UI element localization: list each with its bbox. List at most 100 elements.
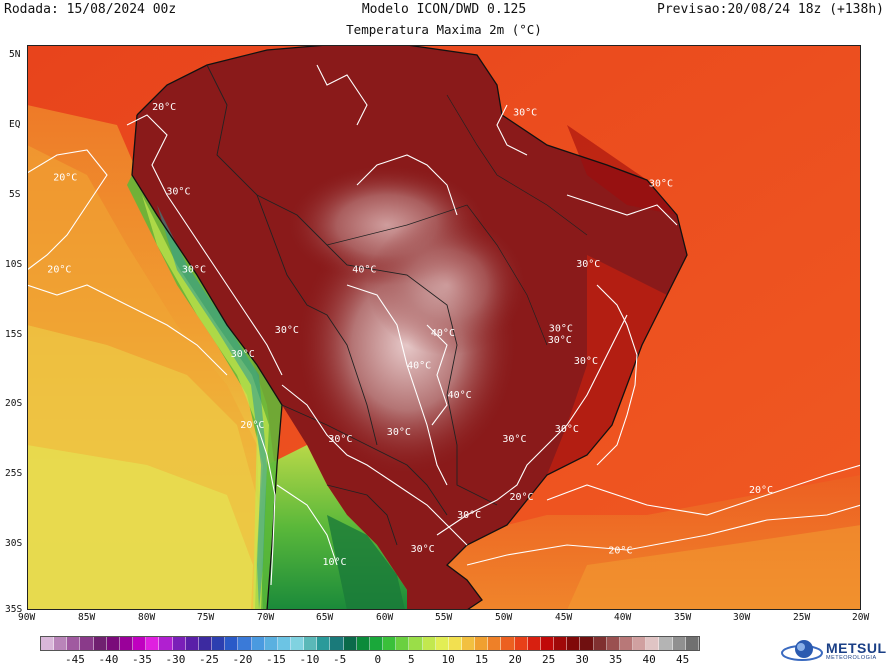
color-scale-label: -15 (266, 653, 286, 666)
color-scale-label: 30 (575, 653, 589, 666)
isotherm-label: 30°C (576, 259, 600, 270)
color-swatch (317, 637, 331, 650)
color-swatch (343, 637, 357, 650)
isotherm-label: 20°C (53, 173, 77, 184)
lat-label-5s: 5S (9, 189, 21, 200)
color-scale-bar (40, 636, 700, 651)
color-scale-label: 5 (408, 653, 415, 666)
color-swatch (225, 637, 239, 650)
color-swatch (567, 637, 581, 650)
color-swatch (369, 637, 384, 650)
isotherm-label: 30°C (231, 349, 255, 360)
color-swatch (619, 637, 634, 650)
model-title: Modelo ICON/DWD 0.125 (361, 2, 527, 17)
color-swatch (475, 637, 489, 650)
isotherm-label: 20°C (152, 102, 176, 113)
color-swatch (488, 637, 502, 650)
color-scale-label: 15 (475, 653, 489, 666)
color-swatch (264, 637, 278, 650)
color-swatch (633, 637, 647, 650)
lon-label-50w: 50W (495, 612, 513, 623)
isotherm-label: 20°C (510, 492, 534, 503)
color-swatch (304, 637, 318, 650)
lon-label-90w: 90W (18, 612, 36, 623)
color-scale-label: -30 (165, 653, 186, 666)
color-scale-label: 45 (676, 653, 690, 666)
isotherm-label: 20°C (749, 485, 773, 496)
color-swatch (580, 637, 594, 650)
forecast-time-label: Previsao:20/08/24 18z (+138h) (657, 2, 884, 17)
isotherm-label: 30°C (502, 434, 526, 445)
lon-label-40w: 40W (614, 612, 632, 623)
color-swatch (146, 637, 160, 650)
lon-label-70w: 70W (257, 612, 275, 623)
isotherm-label: 20°C (240, 420, 264, 431)
color-swatch (172, 637, 186, 650)
color-scale-label: 35 (609, 653, 623, 666)
lat-label-5n: 5N (9, 49, 21, 60)
color-swatch (185, 637, 199, 650)
color-swatch (106, 637, 120, 650)
color-swatch (238, 637, 252, 650)
color-swatch (606, 637, 620, 650)
logo-text: METSUL (826, 640, 887, 656)
metsul-logo-icon (781, 640, 823, 661)
color-swatch (527, 637, 541, 650)
color-scale-label: -45 (65, 653, 85, 666)
lon-label-55w: 55W (435, 612, 453, 623)
color-swatch (462, 637, 476, 650)
color-swatch (80, 637, 94, 650)
color-swatch (119, 637, 134, 650)
color-swatch (514, 637, 528, 650)
color-swatch (672, 637, 686, 650)
lat-label-eq: EQ (9, 119, 21, 130)
color-swatch (198, 637, 213, 650)
lat-label-25s: 25S (5, 468, 23, 479)
isotherm-label: 30°C (649, 178, 673, 189)
lon-label-45w: 45W (555, 612, 573, 623)
color-swatch (159, 637, 173, 650)
isotherm-label: 40°C (431, 328, 455, 339)
color-scale-label: -25 (199, 653, 219, 666)
isotherm-label: 30°C (457, 510, 481, 521)
color-swatch (422, 637, 436, 650)
color-swatch (396, 637, 410, 650)
color-scale-label: 10 (441, 653, 455, 666)
lon-label-75w: 75W (197, 612, 215, 623)
isotherm-label: 30°C (275, 325, 299, 336)
logo-subtext: METEOROLOGIA (826, 655, 877, 661)
color-scale-label: 25 (542, 653, 556, 666)
color-swatch (448, 637, 462, 650)
color-swatch (277, 637, 291, 650)
lon-label-85w: 85W (78, 612, 96, 623)
lon-label-35w: 35W (674, 612, 692, 623)
color-scale-label: -20 (232, 653, 253, 666)
color-scale-label: 20 (508, 653, 522, 666)
lon-label-65w: 65W (316, 612, 334, 623)
isotherm-label: 30°C (387, 427, 411, 438)
isotherm-label: 30°C (411, 544, 435, 555)
color-swatch (435, 637, 449, 650)
color-scale-label: 40 (642, 653, 656, 666)
lat-label-15s: 15S (5, 329, 23, 340)
lon-label-60w: 60W (376, 612, 394, 623)
isotherm-label: 20°C (47, 264, 71, 275)
lat-label-35s: 35S (5, 604, 23, 615)
color-scale-label: 0 (374, 653, 382, 666)
isotherm-label: 30°C (549, 324, 573, 335)
color-swatch (54, 637, 68, 650)
isotherm-label: 40°C (407, 361, 431, 372)
color-swatch (290, 637, 305, 650)
color-swatch (41, 637, 55, 650)
color-scale-label: -10 (299, 653, 320, 666)
temperature-map: 30°C 30°C 30°C 30°C 30°C 30°C 30°C 30°C 30°C 30°C… (27, 45, 861, 610)
isotherm-label: 30°C (166, 187, 190, 198)
color-scale-label: -5 (333, 653, 347, 666)
isotherm-label: 30°C (574, 356, 598, 367)
color-swatch (251, 637, 265, 650)
lat-label-30s: 30S (5, 538, 23, 549)
isotherm-label: 30°C (182, 264, 206, 275)
lon-label-20w: 20W (852, 612, 870, 623)
run-time-label: Rodada: 15/08/2024 00z (4, 2, 177, 17)
lon-label-80w: 80W (138, 612, 156, 623)
